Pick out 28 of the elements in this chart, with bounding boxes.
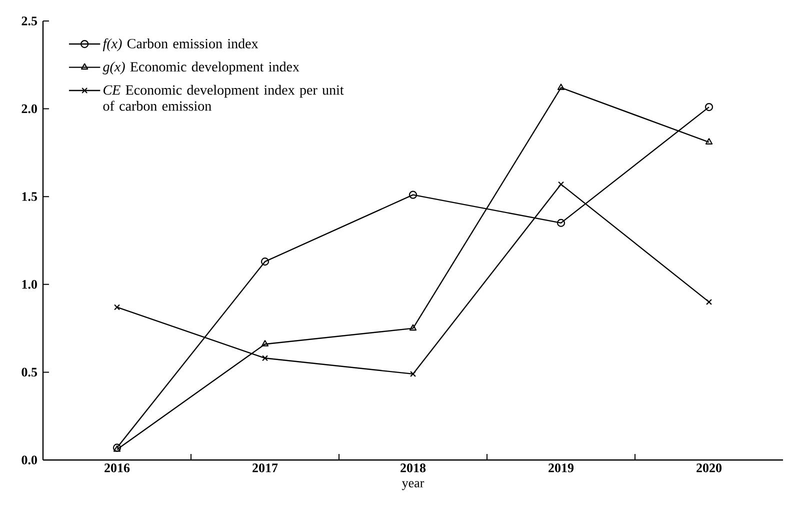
- point: [260, 258, 270, 266]
- x-tick-label: 2017: [252, 464, 278, 472]
- point: [114, 304, 120, 310]
- point: [558, 181, 564, 188]
- point: [705, 138, 713, 144]
- y-tick-label: 1.0: [22, 280, 37, 289]
- x-tick-label: 2019: [548, 464, 574, 472]
- y-tick-label: 0.0: [22, 456, 37, 464]
- x-axis-title: year: [402, 481, 424, 490]
- x-tick-label: 2020: [696, 464, 722, 472]
- point: [409, 324, 417, 331]
- point: [261, 340, 269, 346]
- point: [706, 298, 712, 305]
- y-tick-label: 1.5: [22, 192, 38, 201]
- x-tick-label: 2018: [400, 464, 426, 472]
- point: [704, 102, 714, 112]
- y-tick-label: 2.0: [22, 104, 37, 114]
- legend-label: f(x) Carbon emission index: [102, 38, 258, 52]
- legend-label: g(x) Economic development index: [102, 62, 300, 74]
- point: [557, 84, 565, 90]
- point: [262, 355, 268, 362]
- x-tick-label: 2016: [104, 464, 130, 472]
- y-tick-label: 2.5: [22, 16, 38, 26]
- y-tick-label: 0.5: [22, 368, 38, 377]
- legend-label: CE Economic development index per unit of carbon emission: [103, 84, 344, 111]
- point: [410, 370, 416, 377]
- point: [556, 218, 566, 227]
- point: [408, 190, 418, 199]
